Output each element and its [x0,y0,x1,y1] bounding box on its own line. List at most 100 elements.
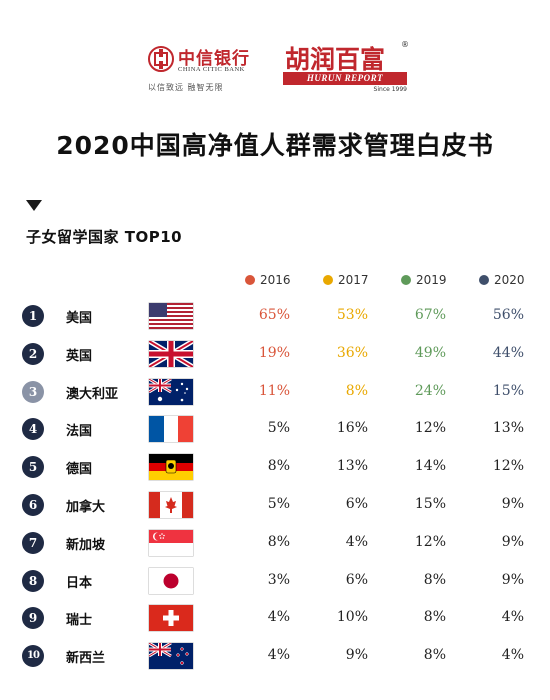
value-2016: 3% [267,571,290,588]
table-row: 10 新西兰 4% 9% 8% 4% [0,642,550,673]
value-2016: 4% [267,609,290,626]
country-name: 加拿大 [66,500,106,515]
legend-item-2017: 2017 [323,273,369,287]
value-2020: 44% [492,344,524,361]
legend-item-2019: 2019 [401,273,447,287]
value-2020: 15% [492,382,524,399]
country-name: 美国 [66,311,93,326]
value-2019: 12% [414,420,446,437]
value-2017: 4% [345,533,368,550]
rank-badge: 9 [22,607,44,630]
legend: 2016 2017 2019 2020 [0,273,550,289]
value-2017: 13% [336,458,368,475]
rank-badge: 10 [22,645,44,668]
table-row: 7 新加坡 8% 4% 12% 9% [0,529,550,560]
value-2020: 13% [492,420,524,437]
table-row: 8 日本 3% 6% 8% 9% [0,567,550,598]
value-2017: 10% [336,609,368,626]
hurun-bar [283,72,407,85]
value-2016: 4% [267,647,290,664]
france-flag-icon [149,416,193,443]
legend-label-2019: 2019 [416,273,447,287]
value-2016: 65% [258,307,290,323]
rank-badge: 4 [22,418,44,441]
table-row: 5 德国 8% 13% 14% 12% [0,453,550,484]
country-name: 德国 [66,462,93,478]
country-name: 澳大利亚 [66,386,119,402]
rank-badge: 3 [22,380,44,403]
legend-label-2016: 2016 [260,273,291,287]
value-2016: 5% [267,420,290,437]
value-2017: 8% [345,382,368,399]
value-2017: 36% [336,344,368,361]
hurun-report-logo: 胡润百富 ® HURUN REPORT Since 1999 [283,40,413,96]
value-2019: 49% [414,344,446,361]
value-2020: 9% [501,571,524,588]
table-row: 1 美国 65% 53% 67% 56% [0,302,550,333]
country-name: 新西兰 [66,651,106,667]
value-2020: 4% [501,647,524,664]
japan-flag-icon [149,567,193,594]
value-2020: 56% [492,307,524,323]
country-name: 英国 [66,348,93,364]
value-2019: 14% [414,458,446,475]
value-2017: 6% [345,496,368,512]
citic-bank-logo: 中信银行 CHINA CITIC BANK 以信致远 融智无限 [148,44,260,96]
logo-header: 中信银行 CHINA CITIC BANK 以信致远 融智无限 胡润百富 ® H… [0,40,550,96]
rank-badge: 5 [22,456,44,479]
table-row: 3 澳大利亚 11% 8% 24% 15% [0,378,550,409]
legend-item-2020: 2020 [479,273,525,287]
value-2016: 19% [258,344,290,361]
registered-mark: ® [401,40,409,49]
value-2019: 15% [414,496,446,512]
rank-badge: 1 [22,305,44,327]
legend-dot-2017-icon [323,275,333,285]
country-name: 法国 [66,424,93,440]
germany-flag-icon [149,454,193,481]
legend-label-2020: 2020 [494,273,525,287]
section-triangle-icon [26,200,42,211]
country-name: 瑞士 [66,613,93,629]
citic-name-cn: 中信银行 [178,49,250,69]
value-2019: 24% [414,382,446,399]
value-2019: 8% [423,609,446,626]
value-2017: 53% [336,307,368,323]
citic-emblem-icon [148,46,174,72]
table-row: 2 英国 19% 36% 49% 44% [0,340,550,371]
value-2016: 8% [267,458,290,475]
table-row: 6 加拿大 5% 6% 15% 9% [0,491,550,522]
hurun-name-cn: 胡润百富 [285,45,386,74]
legend-dot-2016-icon [245,275,255,285]
country-name: 日本 [66,575,93,591]
table-row: 9 瑞士 4% 10% 8% 4% [0,604,550,635]
value-2016: 5% [267,496,290,512]
usa-flag-icon [149,303,193,329]
australia-flag-icon [149,378,193,405]
country-name: 新加坡 [66,537,106,553]
rank-badge: 7 [22,531,44,554]
value-2017: 16% [336,420,368,437]
citic-slogan: 以信致远 融智无限 [148,83,224,92]
value-2016: 8% [267,533,290,550]
value-2020: 12% [492,458,524,475]
page-title: 2020中国高净值人群需求管理白皮书 [56,131,494,160]
value-2019: 12% [414,533,446,550]
switzerland-flag-icon [149,605,193,632]
singapore-flag-icon [149,529,193,556]
table-row: 4 法国 5% 16% 12% 13% [0,415,550,446]
value-2019: 8% [423,571,446,588]
value-2019: 8% [423,647,446,664]
value-2019: 67% [414,307,446,323]
rank-badge: 8 [22,569,44,592]
legend-label-2017: 2017 [338,273,369,287]
value-2017: 6% [345,571,368,588]
rank-badge: 2 [22,342,44,365]
legend-dot-2020-icon [479,275,489,285]
rank-badge: 6 [22,494,44,516]
value-2020: 9% [501,496,524,512]
canada-flag-icon [149,492,193,518]
legend-dot-2019-icon [401,275,411,285]
legend-item-2016: 2016 [245,273,291,287]
uk-flag-icon [149,340,193,367]
value-2016: 11% [258,382,290,399]
